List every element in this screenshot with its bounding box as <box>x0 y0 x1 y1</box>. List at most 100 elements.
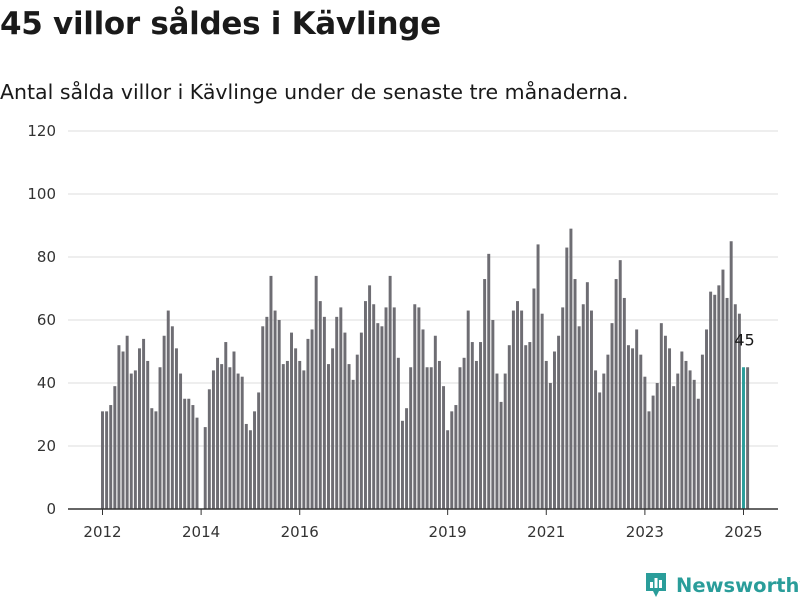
bar <box>232 351 236 509</box>
bar <box>585 282 589 509</box>
bar <box>211 370 215 509</box>
bar <box>631 348 635 509</box>
bar <box>433 335 437 509</box>
bar <box>462 357 466 509</box>
bar <box>684 360 688 509</box>
bar <box>281 364 285 509</box>
bar <box>487 253 491 509</box>
bar <box>524 345 528 509</box>
bar <box>174 348 178 509</box>
bar <box>207 389 211 509</box>
bar <box>179 373 183 509</box>
bar <box>466 310 470 509</box>
bar <box>129 373 133 509</box>
bar <box>162 335 166 509</box>
y-tick-label: 80 <box>37 248 56 266</box>
bar <box>359 332 363 509</box>
bar <box>474 360 478 509</box>
bar <box>146 360 150 509</box>
bar <box>499 401 503 509</box>
bar <box>544 360 548 509</box>
x-tick-label: 2023 <box>626 523 664 541</box>
bar <box>138 348 141 509</box>
bar <box>573 279 577 509</box>
bar <box>705 329 708 509</box>
bar <box>729 241 733 509</box>
bar <box>429 367 433 509</box>
bar <box>187 398 191 509</box>
bar <box>717 285 721 509</box>
bar <box>442 386 446 509</box>
bar <box>491 320 495 509</box>
newsworthy-logo-icon <box>646 573 666 597</box>
bar <box>446 430 450 509</box>
bar <box>133 370 137 509</box>
bar <box>635 329 639 509</box>
bar <box>302 370 306 509</box>
bar <box>709 291 713 509</box>
bar <box>507 345 511 509</box>
bar <box>294 348 298 509</box>
bar <box>725 297 729 509</box>
bar <box>569 228 573 509</box>
bar <box>396 357 400 509</box>
bar <box>273 310 277 509</box>
bar <box>622 297 626 509</box>
bar <box>721 269 725 509</box>
bar <box>388 275 392 509</box>
bar <box>437 360 441 509</box>
bar <box>610 323 614 509</box>
bar <box>643 376 647 509</box>
bar <box>676 373 680 509</box>
bar <box>368 285 372 509</box>
newsworthy-brand[interactable]: Newsworthy <box>644 570 800 600</box>
bar <box>376 323 380 509</box>
bar <box>614 279 618 509</box>
bar <box>216 357 220 509</box>
bar <box>713 294 717 509</box>
bar <box>606 354 610 509</box>
bar <box>314 275 318 509</box>
bar <box>417 307 421 509</box>
bar <box>479 342 483 509</box>
bar <box>322 316 326 509</box>
bar <box>413 304 417 509</box>
bar <box>351 379 355 509</box>
highlight-data-label: 45 <box>734 330 754 349</box>
bar <box>532 288 536 509</box>
y-tick-label: 40 <box>37 374 56 392</box>
bar <box>557 335 561 509</box>
bar <box>117 345 121 509</box>
bar <box>540 313 544 509</box>
y-tick-label: 20 <box>37 437 56 455</box>
bar <box>536 244 540 509</box>
bar <box>520 310 524 509</box>
bar <box>277 320 281 509</box>
bar <box>228 367 232 509</box>
bar <box>680 351 684 509</box>
bar <box>298 360 302 509</box>
bar <box>647 411 651 509</box>
bar <box>511 310 515 509</box>
bar <box>158 367 162 509</box>
bar <box>244 423 248 509</box>
page-title: 45 villor såldes i Kävlinge <box>0 6 441 42</box>
bar <box>248 430 252 509</box>
data-labels: 45 <box>734 330 754 349</box>
bar <box>672 386 676 509</box>
x-tick-label: 2019 <box>429 523 467 541</box>
bar <box>503 373 507 509</box>
bar <box>236 373 240 509</box>
bar <box>125 335 129 509</box>
y-tick-label: 0 <box>46 500 56 518</box>
bar <box>746 367 750 509</box>
bar <box>594 370 598 509</box>
bar <box>516 301 519 509</box>
bar <box>150 408 154 509</box>
bar <box>733 304 737 509</box>
bar <box>581 304 585 509</box>
bar <box>737 313 741 509</box>
bar <box>409 367 413 509</box>
page-subtitle: Antal sålda villor i Kävlinge under de s… <box>0 80 629 104</box>
bar <box>290 332 293 509</box>
